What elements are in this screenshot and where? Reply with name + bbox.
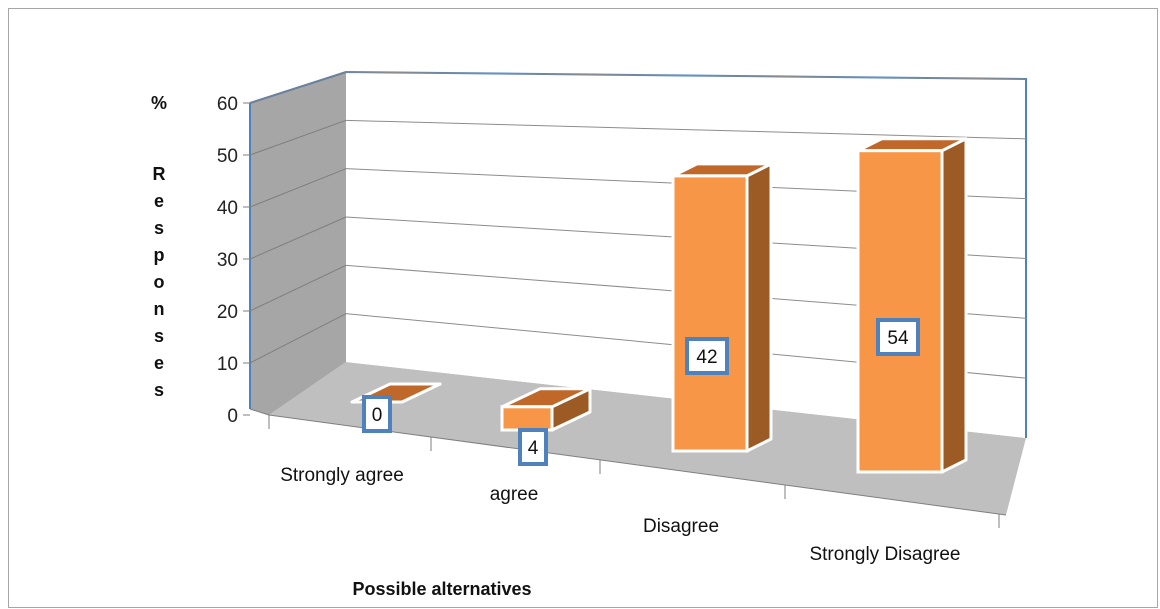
- data-label-text: 4: [528, 438, 539, 459]
- bar-front: [671, 174, 749, 453]
- data-label-box: [876, 318, 920, 356]
- y-tick-label: 60: [217, 94, 238, 115]
- gridline-side: [249, 313, 347, 364]
- gridline: [345, 71, 1027, 80]
- x-tick-label: Strongly agree: [280, 465, 404, 486]
- y-axis-title-letter: s: [154, 326, 164, 346]
- chart-side-wall: [250, 72, 346, 415]
- y-axis-title-letter: p: [154, 245, 165, 265]
- bar-side: [940, 137, 968, 474]
- gridline-side: [249, 168, 347, 208]
- y-tick-label: 30: [217, 250, 238, 271]
- gridline-side: [249, 216, 347, 260]
- bar: [856, 137, 968, 474]
- y-axis-title-letter: e: [154, 191, 164, 211]
- x-tick-label: agree: [490, 484, 539, 505]
- x-axis-corner: [249, 408, 270, 416]
- y-axis-title-letter: n: [154, 299, 165, 319]
- bar: [500, 387, 592, 432]
- x-tick-label: Disagree: [643, 516, 719, 537]
- y-tick-label: 0: [227, 406, 238, 427]
- bar-front: [856, 149, 944, 474]
- bar-side: [745, 162, 773, 453]
- chart-floor: [269, 362, 1026, 515]
- data-label-box: [518, 428, 548, 466]
- data-label-text: 42: [696, 347, 717, 368]
- data-label-text: 54: [887, 328, 909, 349]
- y-tick-label: 40: [217, 198, 238, 219]
- gridline-side: [249, 71, 347, 104]
- bar: [671, 162, 773, 453]
- y-tick-label: 10: [217, 354, 238, 375]
- x-axis-title: Possible alternatives: [352, 579, 531, 599]
- gridline: [345, 119, 1027, 140]
- y-axis-title-letter: s: [154, 380, 164, 400]
- x-tick-label: Strongly Disagree: [809, 544, 960, 565]
- data-label-text: 0: [372, 405, 383, 426]
- data-label: 42: [685, 337, 729, 375]
- y-axis-unit: %: [151, 93, 167, 113]
- data-label-box: [362, 395, 392, 433]
- y-axis-title-letter: o: [154, 272, 165, 292]
- y-tick-label: 20: [217, 302, 238, 323]
- y-tick-label: 50: [217, 146, 238, 167]
- bar-front: [500, 405, 554, 432]
- y-axis-title-letter: s: [154, 218, 164, 238]
- data-label: 54: [876, 318, 920, 356]
- y-axis-title-letter: R: [153, 164, 166, 184]
- chart-frame: 0 10 20 30 40 50 60 Strongly agree agree Disagre…: [8, 8, 1158, 608]
- data-label: 0: [362, 395, 392, 433]
- data-label-box: [685, 337, 729, 375]
- gridline-side: [249, 119, 347, 156]
- data-label: 4: [518, 428, 548, 466]
- gridline-side: [249, 264, 347, 312]
- y-axis-title-letter: e: [154, 353, 164, 373]
